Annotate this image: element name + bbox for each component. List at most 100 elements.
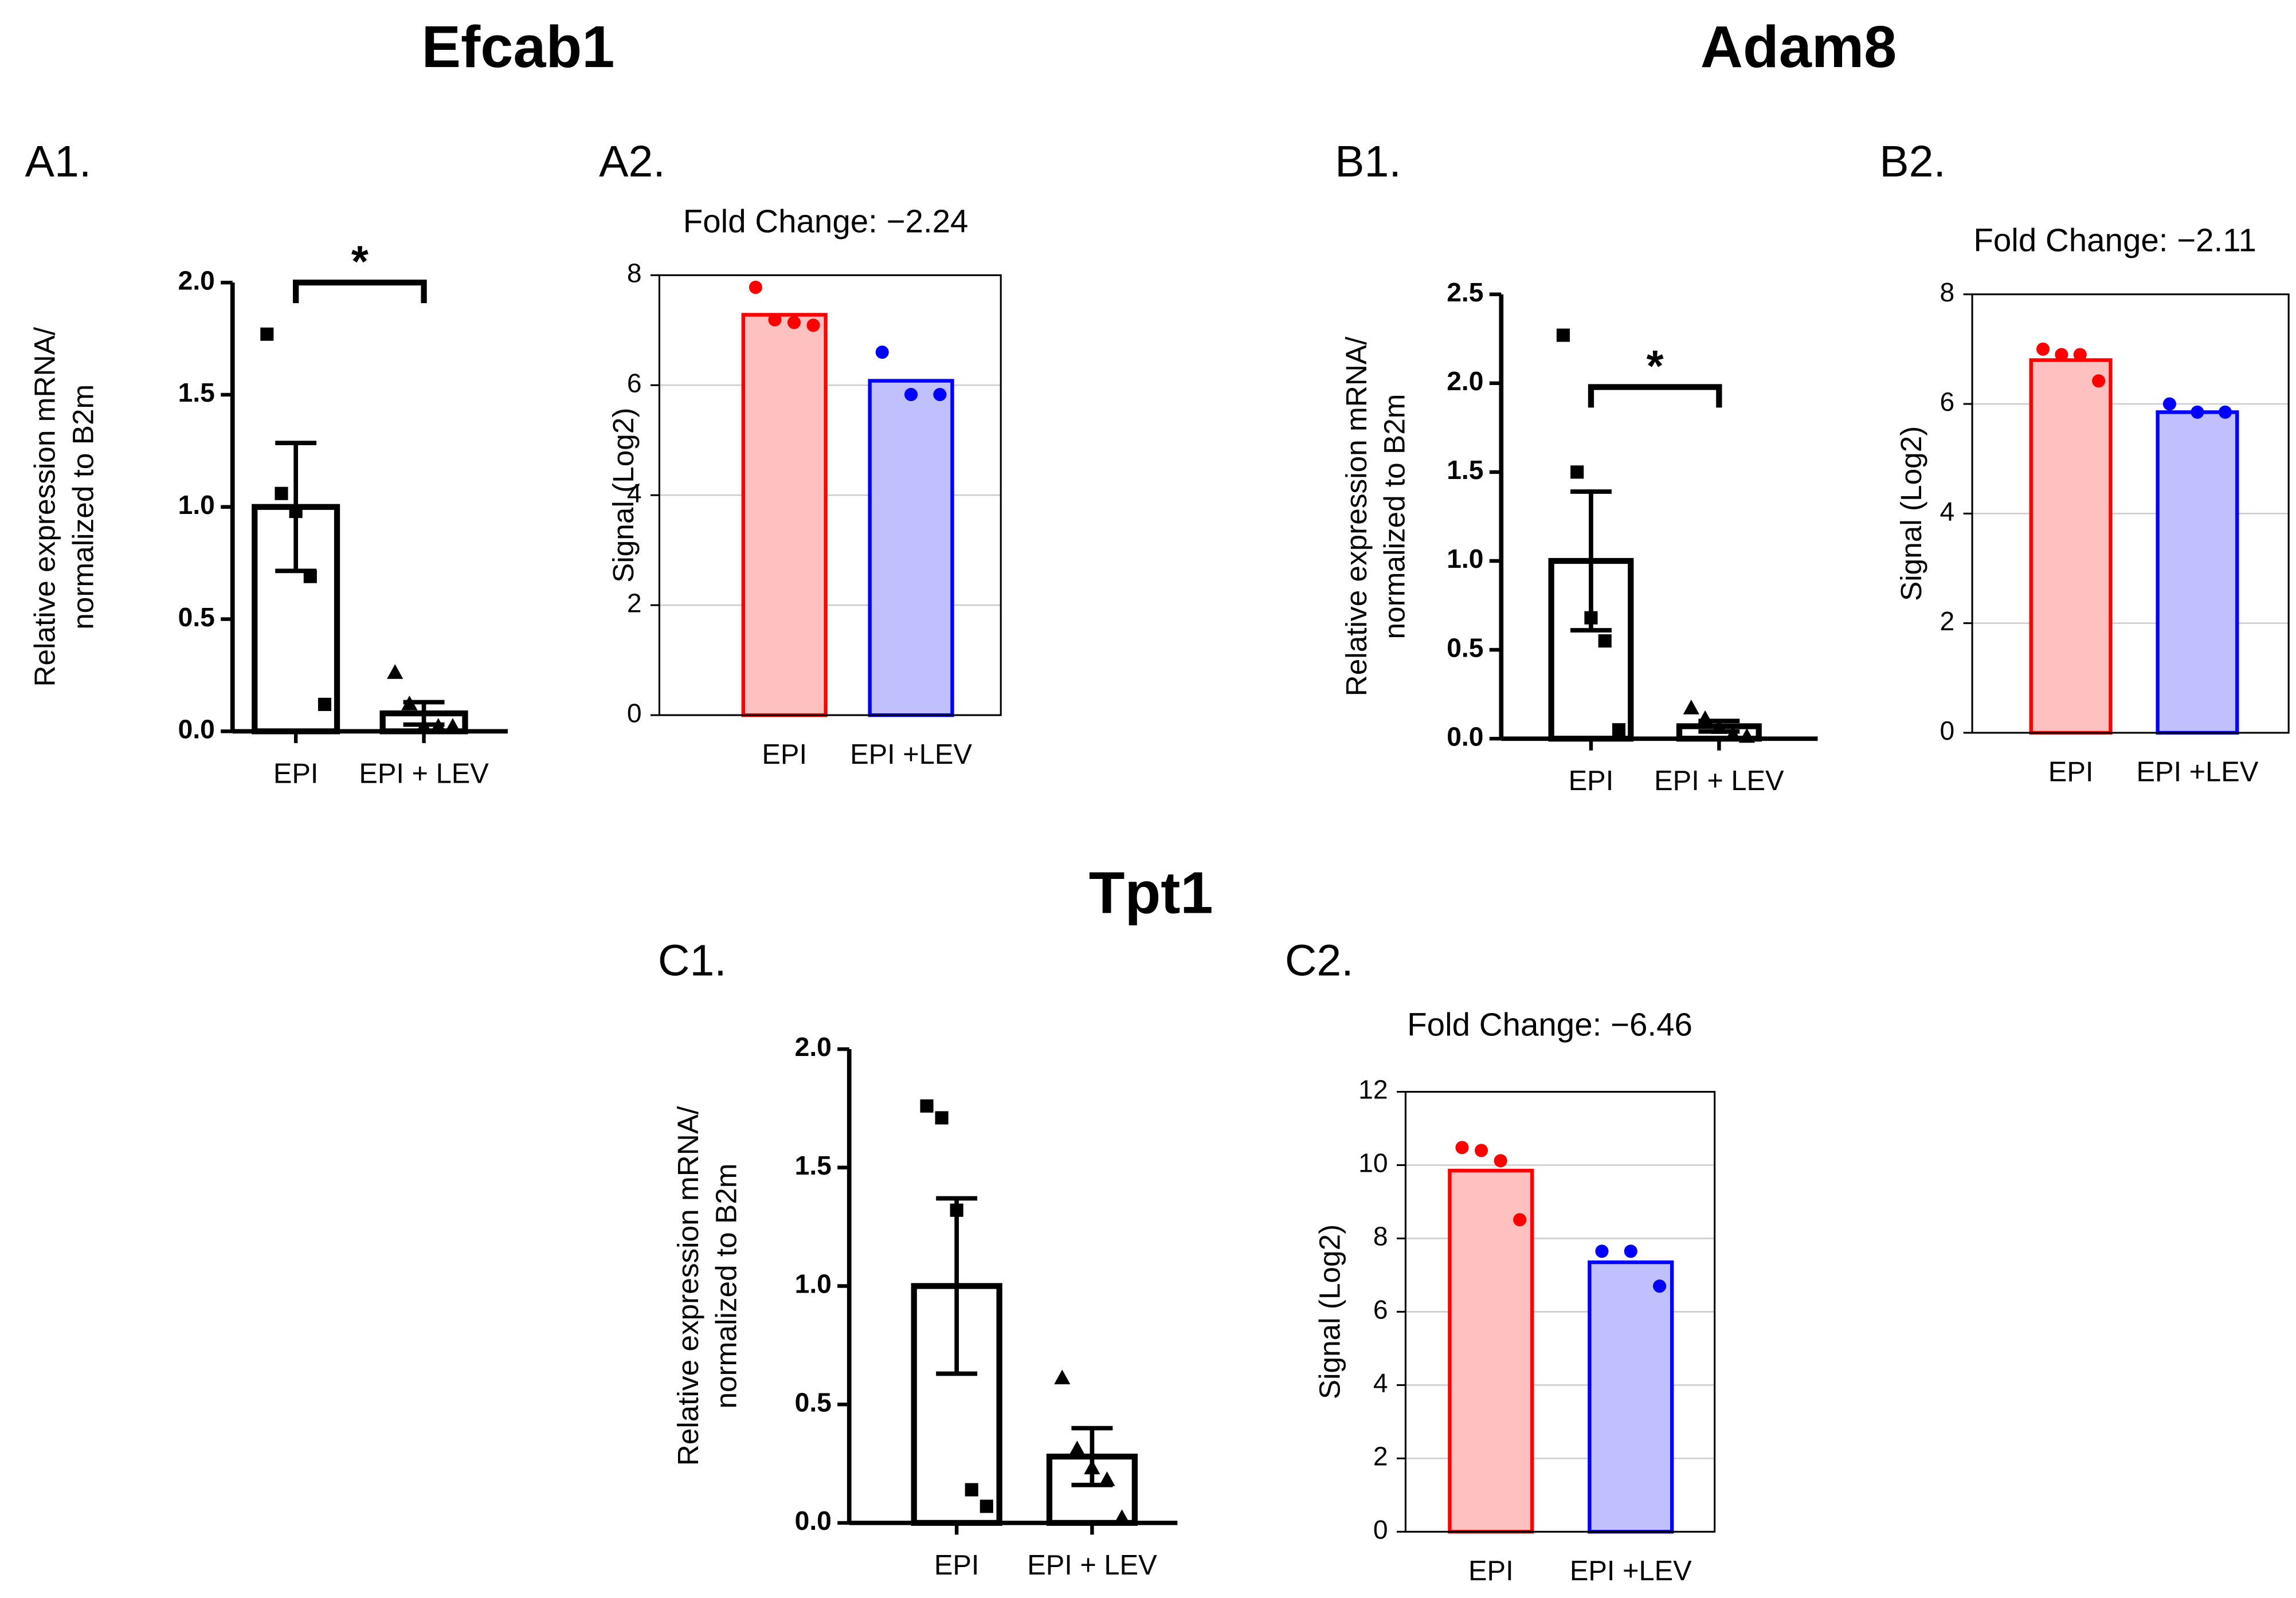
panel-label: B1. bbox=[1335, 137, 1401, 186]
x-tick-label: EPI +LEV bbox=[850, 739, 972, 770]
data-point bbox=[950, 1203, 963, 1217]
y-tick-label: 4 bbox=[1940, 497, 1955, 527]
y-tick-label: 2 bbox=[1373, 1442, 1388, 1471]
plot-frame bbox=[658, 274, 1002, 716]
y-tick-label: 1.0 bbox=[178, 490, 215, 520]
data-point bbox=[1584, 611, 1598, 625]
x-tick-label: EPI +LEV bbox=[1570, 1556, 1692, 1587]
y-tick-label: 1.5 bbox=[1447, 455, 1483, 485]
y-tick-label: 0.0 bbox=[1447, 721, 1483, 751]
data-point bbox=[1054, 1369, 1071, 1385]
data-point bbox=[1455, 1141, 1469, 1155]
y-axis-label: normalized to B2m bbox=[67, 384, 100, 630]
data-point bbox=[444, 718, 461, 733]
data-point bbox=[935, 1111, 949, 1125]
x-tick-label: EPI + LEV bbox=[1027, 1550, 1157, 1581]
x-tick-label: EPI +LEV bbox=[2137, 757, 2259, 788]
data-point bbox=[1683, 700, 1699, 714]
plot-frame bbox=[1971, 293, 2290, 734]
y-axis-label: Signal (Log2) bbox=[1314, 1224, 1346, 1399]
y-tick-label: 1.5 bbox=[178, 378, 215, 407]
y-tick-label: 4 bbox=[627, 478, 642, 508]
data-point bbox=[1598, 634, 1612, 648]
data-point bbox=[1556, 328, 1570, 342]
bar bbox=[868, 379, 954, 717]
y-tick-label: 2 bbox=[627, 588, 642, 618]
bar bbox=[1588, 1260, 1674, 1534]
y-tick-label: 0.0 bbox=[178, 714, 215, 744]
data-point bbox=[430, 718, 446, 733]
data-point bbox=[1711, 719, 1727, 734]
significance-label: * bbox=[351, 237, 369, 286]
y-tick-label: 1.5 bbox=[795, 1151, 832, 1180]
y-tick-label: 12 bbox=[1358, 1075, 1388, 1105]
data-point bbox=[1513, 1213, 1527, 1227]
data-point bbox=[1474, 1144, 1488, 1157]
y-tick-label: 0.5 bbox=[1447, 633, 1483, 662]
y-tick-label: 8 bbox=[627, 258, 642, 288]
x-tick-label: EPI bbox=[934, 1550, 979, 1581]
panel-label: C1. bbox=[658, 936, 727, 985]
y-tick-label: 0.5 bbox=[178, 602, 215, 632]
y-tick-label: 2.5 bbox=[1447, 277, 1483, 307]
y-axis-label: Signal (Log2) bbox=[1895, 426, 1927, 601]
x-tick-label: EPI + LEV bbox=[359, 758, 489, 789]
x-tick-label: EPI bbox=[762, 739, 807, 770]
bar bbox=[1548, 557, 1634, 742]
panel-label: A2. bbox=[599, 137, 665, 186]
data-point bbox=[1069, 1440, 1086, 1456]
x-tick-label: EPI bbox=[1468, 1556, 1514, 1587]
bar bbox=[741, 313, 828, 717]
y-tick-label: 2 bbox=[1940, 606, 1955, 636]
y-axis-label: normalized to B2m bbox=[1378, 394, 1411, 639]
data-point bbox=[2218, 405, 2232, 419]
x-tick-label: EPI bbox=[2048, 757, 2094, 788]
data-point bbox=[1114, 1509, 1130, 1524]
y-tick-label: 1.0 bbox=[1447, 544, 1483, 574]
gene-title: Efcab1 bbox=[422, 14, 615, 80]
y-tick-label: 6 bbox=[1940, 387, 1955, 417]
panel-label: B2. bbox=[1879, 137, 1946, 186]
data-point bbox=[1624, 1244, 1637, 1258]
data-point bbox=[920, 1099, 934, 1113]
bar bbox=[2156, 410, 2239, 735]
data-point bbox=[416, 718, 432, 733]
data-point bbox=[1696, 710, 1714, 725]
y-axis-label: Relative expression mRNA/ bbox=[672, 1106, 704, 1466]
y-tick-label: 6 bbox=[1373, 1295, 1388, 1325]
x-tick-label: EPI + LEV bbox=[1654, 765, 1784, 796]
data-point bbox=[318, 697, 332, 711]
gene-title: Adam8 bbox=[1701, 14, 1897, 80]
y-tick-label: 0 bbox=[1940, 716, 1955, 745]
panel-label: A1. bbox=[25, 137, 92, 186]
significance-bracket bbox=[293, 280, 427, 304]
y-tick-label: 0 bbox=[1373, 1515, 1388, 1545]
bar bbox=[1448, 1168, 1534, 1534]
data-point bbox=[787, 316, 801, 329]
data-point bbox=[749, 280, 762, 294]
data-point bbox=[1612, 723, 1626, 737]
significance-label: * bbox=[1647, 341, 1664, 391]
data-point bbox=[1494, 1154, 1507, 1168]
data-point bbox=[401, 695, 418, 710]
y-axis-label: Signal (Log2) bbox=[607, 408, 640, 583]
y-tick-label: 2.0 bbox=[795, 1032, 832, 1062]
data-point bbox=[875, 345, 889, 359]
data-point bbox=[806, 319, 820, 332]
y-tick-label: 0.0 bbox=[795, 1506, 832, 1536]
plot-frame bbox=[1404, 1090, 1716, 1533]
y-tick-label: 0 bbox=[627, 698, 642, 728]
panel-label: C2. bbox=[1285, 936, 1354, 985]
x-tick-label: EPI bbox=[1569, 765, 1614, 796]
y-tick-label: 10 bbox=[1358, 1148, 1388, 1178]
data-point bbox=[979, 1499, 993, 1513]
data-point bbox=[2073, 348, 2087, 362]
chart-title: Fold Change: −2.11 bbox=[1973, 222, 2256, 258]
y-tick-label: 2.0 bbox=[178, 265, 215, 295]
y-axis-label: Relative expression mRNA/ bbox=[29, 327, 61, 686]
y-axis-label: normalized to B2m bbox=[710, 1163, 743, 1408]
data-point bbox=[387, 664, 403, 679]
y-tick-label: 0.5 bbox=[795, 1387, 832, 1417]
y-tick-label: 1.0 bbox=[795, 1269, 832, 1299]
